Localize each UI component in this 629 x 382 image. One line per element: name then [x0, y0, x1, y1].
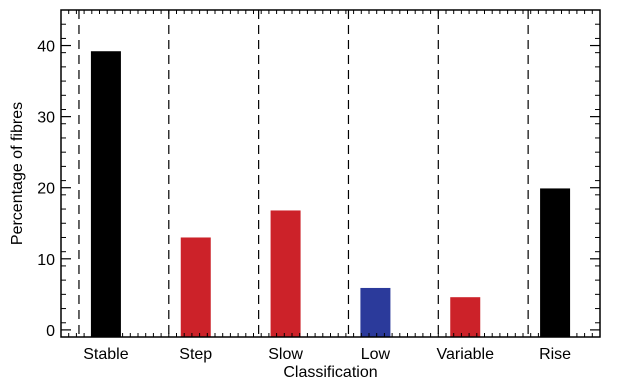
bars: [90, 51, 571, 337]
y-tick-label: 10: [37, 252, 55, 269]
y-tick-label: 0: [46, 323, 55, 340]
x-tick-labels: Stable Step Slow Low Variable Rise: [83, 346, 571, 363]
plot-frame: [60, 9, 601, 338]
y-tick-label: 20: [37, 181, 55, 198]
axes: [60, 9, 601, 338]
y-ticks: 0 10 20 30 40: [37, 9, 600, 340]
bar-stable: [90, 51, 121, 337]
x-tick-label: Variable: [436, 346, 494, 363]
x-tick-label: Step: [179, 346, 212, 363]
x-axis-label: Classification: [283, 364, 377, 381]
category-separators: [78, 10, 529, 337]
bar-rise: [540, 188, 571, 337]
x-tick-label: Slow: [268, 346, 303, 363]
x-tick-label: Stable: [83, 346, 128, 363]
bar-step: [180, 237, 211, 337]
y-tick-label: 30: [37, 110, 55, 127]
bar-variable: [450, 297, 481, 337]
bar-low: [360, 287, 391, 337]
y-tick-label: 40: [37, 39, 55, 56]
x-tick-label: Rise: [539, 346, 571, 363]
y-axis-label: Percentage of fibres: [9, 102, 26, 245]
bar-slow: [270, 210, 301, 337]
x-tick-label: Low: [361, 346, 391, 363]
